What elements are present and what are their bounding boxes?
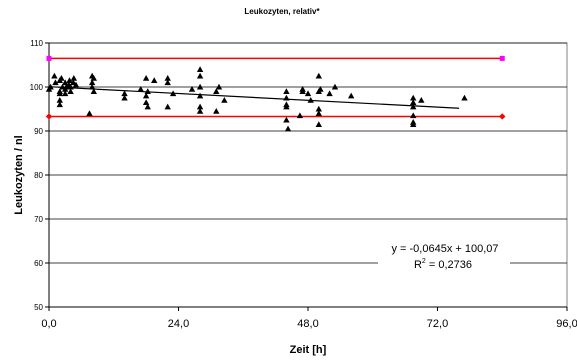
x-tick-label: 0,0 xyxy=(41,318,56,330)
lower-limit-marker-start xyxy=(45,113,53,120)
data-point xyxy=(142,99,150,105)
regression-annotation: y = -0,0645x + 100,07 R2 = 0,2736 xyxy=(378,238,510,271)
lower-limit-marker-end xyxy=(499,113,506,120)
y-tick-label: 90 xyxy=(34,127,43,136)
y-tick-label: 70 xyxy=(34,215,43,224)
x-tick-label: 48,0 xyxy=(297,318,318,330)
data-point xyxy=(137,86,144,92)
data-point xyxy=(347,92,355,99)
data-point xyxy=(90,88,97,94)
x-axis-label: Zeit [h] xyxy=(290,344,327,356)
data-point xyxy=(51,72,58,79)
y-axis-label: Leukozyten / nl xyxy=(13,135,25,214)
y-tick-label: 60 xyxy=(34,259,43,268)
data-point xyxy=(410,99,417,105)
x-tick-label: 96,0 xyxy=(556,318,577,330)
data-point xyxy=(88,83,96,90)
data-point xyxy=(331,83,339,90)
data-point xyxy=(142,92,150,99)
data-point xyxy=(284,125,292,132)
data-point xyxy=(215,83,223,90)
data-point xyxy=(196,103,204,110)
y-tick-label: 50 xyxy=(34,303,43,312)
data-point xyxy=(142,75,150,81)
data-point xyxy=(196,83,204,90)
regression-equation: y = -0,0645x + 100,07 xyxy=(391,243,498,255)
r-squared-superscript: 2 xyxy=(422,258,426,265)
data-point xyxy=(72,81,80,88)
chart-title: Leukozyten, relativ* xyxy=(244,7,320,16)
r-squared-prefix: R xyxy=(414,259,422,271)
data-point xyxy=(418,97,425,103)
upper-limit-marker-end xyxy=(499,55,505,61)
data-point xyxy=(67,88,74,94)
data-point xyxy=(86,110,93,116)
data-point xyxy=(70,75,78,81)
y-tick-label: 80 xyxy=(34,171,43,180)
data-point xyxy=(90,75,97,81)
tick-labels: 50 60 70 80 90 100 110 0,0 24,0 48,0 72,0 96,0 xyxy=(30,39,577,330)
data-point xyxy=(56,101,63,108)
data-point xyxy=(61,90,69,97)
limit-lines xyxy=(45,55,506,120)
y-tick-label: 110 xyxy=(30,39,43,48)
data-point xyxy=(304,90,312,97)
data-point xyxy=(164,75,171,81)
data-point xyxy=(283,103,290,110)
data-point xyxy=(315,105,322,112)
r-squared-number: = 0,2736 xyxy=(426,259,472,271)
x-tick-label: 72,0 xyxy=(427,318,448,330)
data-point xyxy=(121,94,128,101)
data-point xyxy=(164,79,171,86)
data-point xyxy=(196,72,204,79)
data-point xyxy=(196,92,204,99)
data-point xyxy=(299,86,306,92)
r-squared-value: R2 = 0,2736 xyxy=(414,258,472,271)
x-tick-label: 24,0 xyxy=(168,318,189,330)
data-point xyxy=(461,94,468,101)
trendline-group xyxy=(48,86,460,109)
data-point xyxy=(315,121,322,127)
data-point xyxy=(283,116,290,123)
data-point xyxy=(164,103,171,110)
data-point xyxy=(196,108,204,114)
data-point xyxy=(317,86,324,92)
data-point xyxy=(151,77,158,83)
data-point xyxy=(326,90,333,97)
data-point xyxy=(410,121,417,127)
data-point xyxy=(213,108,220,114)
data-point xyxy=(61,79,69,86)
data-point xyxy=(410,94,417,101)
data-point xyxy=(283,88,290,94)
annotation-background xyxy=(378,238,510,270)
data-point xyxy=(410,103,417,110)
data-point xyxy=(58,75,65,81)
data-point xyxy=(315,72,322,79)
data-point xyxy=(144,103,151,110)
trendline xyxy=(48,86,460,109)
data-point xyxy=(315,110,322,116)
data-point xyxy=(88,79,96,86)
y-tick-label: 100 xyxy=(30,83,44,92)
data-point xyxy=(410,112,417,119)
upper-limit-marker-start xyxy=(46,55,52,61)
data-point xyxy=(121,90,128,97)
data-point xyxy=(296,112,304,119)
data-point xyxy=(213,88,220,94)
data-point xyxy=(221,97,228,103)
data-point xyxy=(56,97,63,103)
data-point xyxy=(52,79,59,86)
data-point xyxy=(66,77,73,83)
data-point xyxy=(56,90,63,97)
data-point xyxy=(196,66,204,72)
data-point xyxy=(188,86,196,92)
